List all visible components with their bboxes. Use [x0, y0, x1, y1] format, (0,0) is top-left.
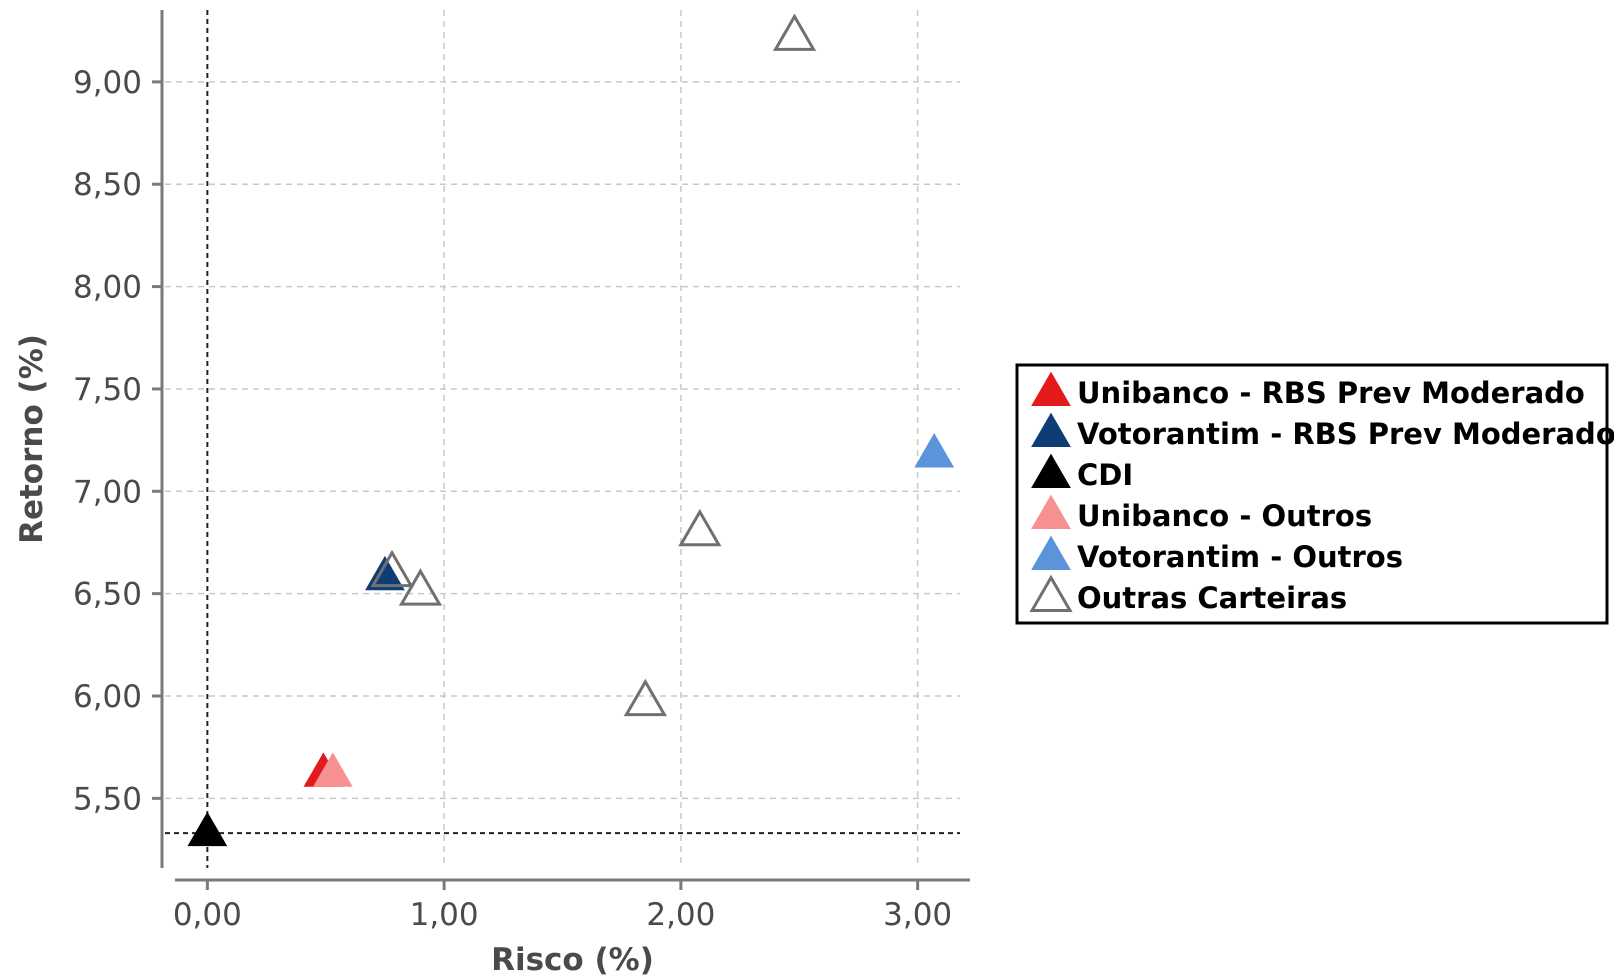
- y-tick-label: 8,50: [73, 167, 142, 203]
- legend-box: [1015, 363, 1609, 625]
- y-tick-label: 6,00: [73, 679, 142, 715]
- legend-label: Votorantim - Outros: [1077, 540, 1403, 574]
- legend-label: Unibanco - RBS Prev Moderado: [1077, 376, 1585, 410]
- y-tick-label: 9,00: [73, 65, 142, 101]
- legend-marker: [1031, 412, 1071, 448]
- x-axis-title: Risco (%): [491, 942, 654, 978]
- x-tick-label: 1,00: [410, 897, 479, 933]
- data-point: [914, 433, 955, 468]
- data-point: [370, 549, 414, 588]
- legend-label: Votorantim - RBS Prev Moderado: [1077, 417, 1614, 451]
- legend-marker: [1031, 453, 1071, 489]
- data-point: [187, 811, 228, 847]
- data-point: [623, 678, 667, 717]
- y-tick-label: 8,00: [73, 270, 142, 306]
- y-tick-label: 5,50: [73, 781, 142, 817]
- legend: Unibanco - RBS Prev Moderado Votorantim -…: [1015, 363, 1614, 625]
- legend-marker: [1031, 535, 1071, 571]
- legend-label: Unibanco - Outros: [1077, 499, 1372, 533]
- data-point: [398, 568, 443, 606]
- y-tick-label: 7,00: [73, 474, 142, 510]
- x-tick-label: 0,00: [173, 897, 242, 933]
- x-tick-label: 2,00: [646, 897, 715, 933]
- legend-label: CDI: [1077, 458, 1133, 492]
- y-axis-title: Retorno (%): [14, 334, 50, 544]
- ticks: 5,50 6,00 6,50 7,00 7,50 8,00 8,50 9,00 0,00 1,00…: [73, 65, 952, 933]
- legend-label: Outras Carteiras: [1077, 581, 1347, 615]
- y-tick-label: 7,50: [73, 372, 142, 408]
- grid: [165, 10, 960, 868]
- legend-marker: [1029, 574, 1073, 613]
- axes: [160, 10, 970, 882]
- legend-marker: [1031, 371, 1071, 407]
- data-point: [312, 752, 353, 787]
- y-tick-label: 6,50: [73, 577, 142, 613]
- data-point: [772, 13, 817, 51]
- legend-marker: [1031, 494, 1071, 530]
- data-points: [187, 13, 955, 847]
- data-point: [678, 508, 722, 547]
- reference-lines: [165, 10, 960, 868]
- x-tick-label: 3,00: [883, 897, 952, 933]
